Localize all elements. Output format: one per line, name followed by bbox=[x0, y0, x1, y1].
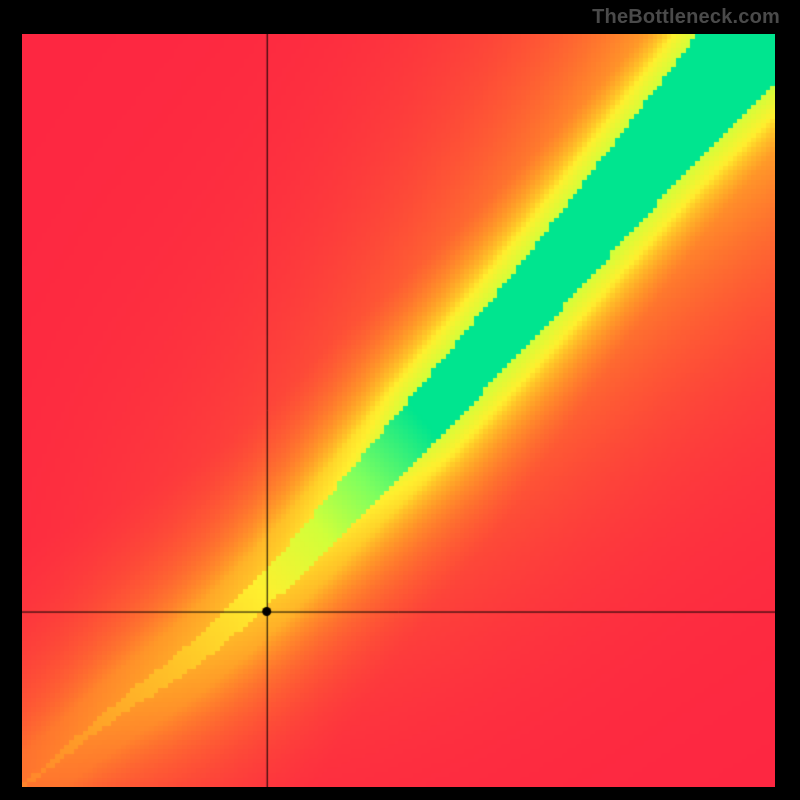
bottleneck-heatmap bbox=[22, 34, 775, 787]
watermark-text: TheBottleneck.com bbox=[592, 6, 780, 29]
chart-container: TheBottleneck.com bbox=[0, 0, 800, 800]
